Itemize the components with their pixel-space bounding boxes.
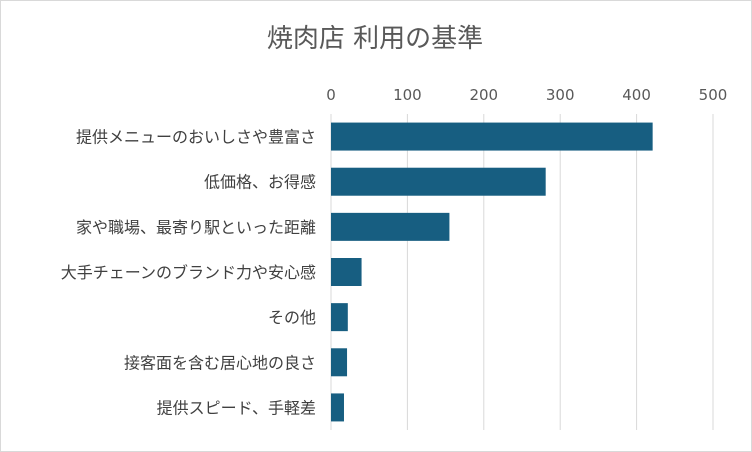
bar xyxy=(331,122,653,151)
category-label: 接客面を含む居心地の良さ xyxy=(124,353,316,372)
x-tick-label: 300 xyxy=(546,86,575,104)
bar xyxy=(331,167,546,196)
x-tick-label: 0 xyxy=(326,86,336,104)
bar xyxy=(331,212,450,241)
category-label: 家や職場、最寄り駅といった距離 xyxy=(76,218,316,237)
bar xyxy=(331,258,362,286)
category-label: 低価格、お得感 xyxy=(204,173,316,192)
bar xyxy=(331,348,348,377)
category-label: その他 xyxy=(268,308,316,327)
x-tick-label: 200 xyxy=(469,86,498,104)
category-label: 提供スピード、手軽差 xyxy=(157,398,316,417)
x-tick-label: 500 xyxy=(699,86,728,104)
category-label: 提供メニューのおいしさや豊富さ xyxy=(76,128,316,147)
chart-title: 焼肉店 利用の基準 xyxy=(266,24,484,54)
x-tick-label: 400 xyxy=(622,86,651,104)
bar xyxy=(331,303,348,332)
bar xyxy=(331,393,344,422)
category-label: 大手チェーンのブランド力や安心感 xyxy=(61,263,316,282)
x-tick-label: 100 xyxy=(393,86,422,104)
